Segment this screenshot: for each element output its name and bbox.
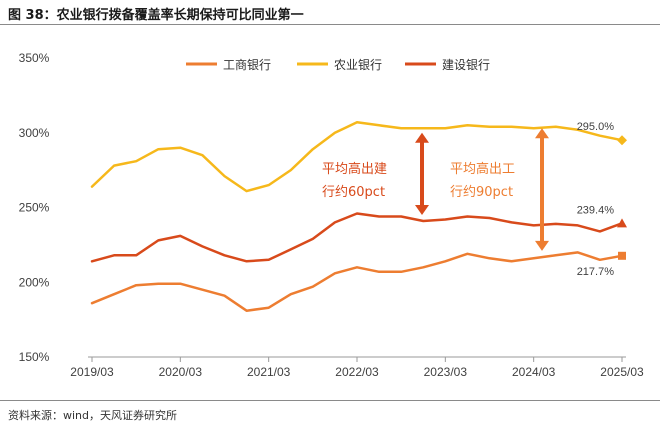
x-tick-label: 2023/03	[424, 365, 468, 379]
legend-label-icbc: 工商银行	[223, 57, 271, 72]
annotation-text-2: 平均高出工	[450, 161, 515, 177]
source-note: 资料来源：wind，天风证券研究所	[8, 409, 178, 422]
x-tick-label: 2022/03	[335, 365, 379, 379]
legend: 工商银行 农业银行 建设银行	[186, 57, 490, 72]
top-divider	[0, 24, 660, 25]
x-tick-label: 2025/03	[600, 365, 644, 379]
y-tick-label: 250%	[19, 201, 50, 215]
legend-label-ccb: 建设银行	[442, 58, 490, 72]
end-marker-icbc	[618, 251, 626, 260]
x-tick-label: 2024/03	[512, 365, 556, 379]
end-value-label-ccb: 239.4%	[577, 204, 615, 216]
series-line-abc	[90, 121, 624, 193]
x-tick-label: 2021/03	[247, 365, 291, 379]
annotation-text-1: 行约60pct	[322, 185, 385, 200]
y-tick-label: 350%	[19, 51, 50, 65]
y-tick-label: 200%	[19, 275, 50, 289]
series-line-ccb	[90, 212, 624, 263]
annotation-arrow-head-bottom-2	[535, 240, 549, 251]
y-tick-label: 150%	[19, 350, 50, 364]
legend-label-abc: 农业银行	[334, 58, 382, 72]
x-tick-label: 2019/03	[70, 365, 114, 379]
y-tick-label: 300%	[19, 126, 50, 140]
annotation-text-2: 行约90pct	[450, 185, 513, 200]
end-marker-abc	[617, 135, 627, 146]
annotation-arrow-head-bottom-1	[415, 204, 429, 215]
chart-title: 图 38：农业银行拨备覆盖率长期保持可比同业第一	[8, 8, 304, 23]
annotation-arrow-head-top-1	[415, 132, 429, 143]
series-line-icbc	[90, 251, 624, 312]
end-value-label-icbc: 217.7%	[577, 266, 615, 278]
x-tick-label: 2020/03	[159, 365, 203, 379]
end-marker-ccb	[617, 218, 627, 228]
annotation-arrow-head-top-2	[535, 128, 549, 139]
bottom-divider	[0, 400, 660, 401]
annotation-text-1: 平均高出建	[322, 161, 387, 177]
end-value-label-abc: 295.0%	[577, 121, 615, 133]
